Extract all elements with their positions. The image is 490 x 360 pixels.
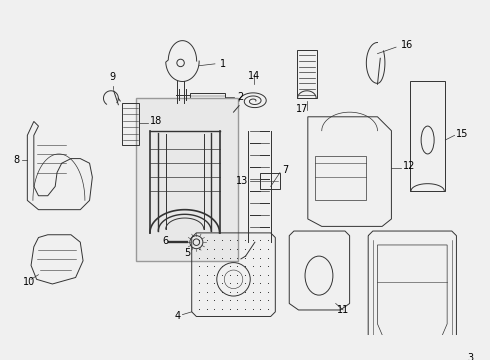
Text: 14: 14 [248,71,260,81]
Bar [190,93,225,102]
Text: 3: 3 [467,353,474,360]
Text: 2: 2 [237,92,244,102]
Text: 1: 1 [220,59,226,69]
Text: 9: 9 [110,72,116,82]
Text: 13: 13 [236,176,248,186]
Bar [296,50,317,98]
Text: 10: 10 [23,277,35,287]
Text: 4: 4 [174,311,181,321]
Bar [260,172,280,189]
Text: 17: 17 [296,104,308,114]
Text: 15: 15 [456,129,469,139]
Text: 8: 8 [14,156,20,166]
Bar [136,98,238,261]
Bar [410,81,445,191]
Bar [122,103,139,145]
Text: 5: 5 [184,248,190,258]
Text: 16: 16 [401,40,413,50]
Text: 6: 6 [162,236,169,246]
Text: 12: 12 [403,161,415,171]
Bar [315,156,367,201]
Text: 11: 11 [337,305,349,315]
Text: 7: 7 [282,165,288,175]
Text: 18: 18 [150,116,162,126]
